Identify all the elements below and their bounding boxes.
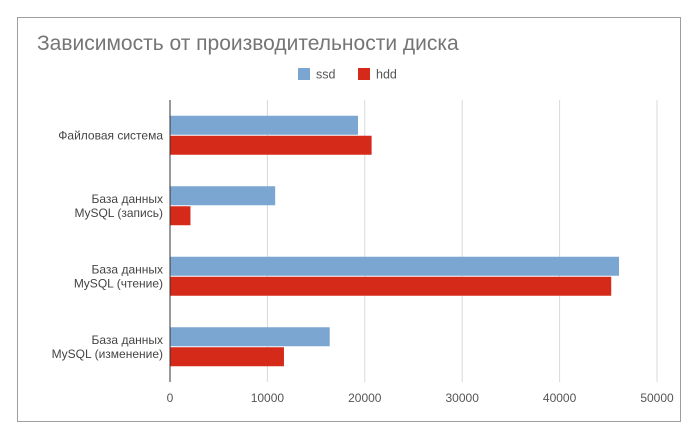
bar-hdd — [170, 135, 372, 155]
legend-swatch-hdd — [358, 68, 370, 80]
bar-hdd — [170, 206, 191, 226]
category-label: MySQL (запись) — [74, 206, 163, 220]
legend-swatch-ssd — [298, 68, 310, 80]
x-tick-label: 20000 — [348, 391, 382, 405]
category-label: Файловая система — [58, 128, 163, 142]
bar-ssd — [170, 186, 276, 206]
x-tick-label: 50000 — [640, 391, 674, 405]
x-tick-label: 40000 — [543, 391, 577, 405]
x-tick-labels: 0 10000 20000 30000 40000 50000 — [167, 391, 674, 405]
chart-frame — [17, 17, 681, 422]
category-label: MySQL (чтение) — [74, 276, 163, 290]
bar-ssd — [170, 256, 620, 276]
x-tick-label: 30000 — [446, 391, 480, 405]
bar-ssd — [170, 115, 358, 135]
x-tick-label: 0 — [167, 391, 174, 405]
legend: ssd hdd — [298, 68, 397, 82]
category-label: База данных — [92, 192, 163, 206]
chart-title: Зависимость от производительности диска — [37, 32, 459, 55]
category-label: База данных — [92, 333, 163, 347]
bar-hdd — [170, 276, 612, 296]
category-label: MySQL (изменение) — [52, 347, 163, 361]
bar-hdd — [170, 347, 284, 367]
category-label: База данных — [92, 262, 163, 276]
bars — [170, 115, 620, 367]
bar-ssd — [170, 327, 330, 347]
legend-label-ssd: ssd — [316, 68, 336, 82]
x-tick-label: 10000 — [251, 391, 285, 405]
legend-label-hdd: hdd — [376, 68, 397, 82]
